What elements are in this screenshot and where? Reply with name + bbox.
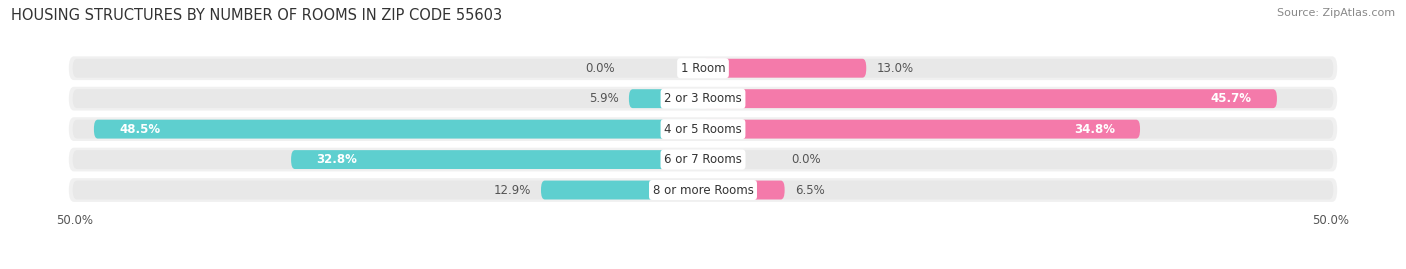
Text: 34.8%: 34.8% [1074,123,1115,136]
Text: 0.0%: 0.0% [585,62,614,75]
Text: 13.0%: 13.0% [876,62,914,75]
FancyBboxPatch shape [69,87,1337,111]
Text: 12.9%: 12.9% [494,183,531,197]
Text: 0.0%: 0.0% [792,153,821,166]
FancyBboxPatch shape [73,59,1333,78]
FancyBboxPatch shape [703,89,1277,108]
FancyBboxPatch shape [703,120,1140,139]
FancyBboxPatch shape [703,59,866,78]
FancyBboxPatch shape [291,150,703,169]
Text: 8 or more Rooms: 8 or more Rooms [652,183,754,197]
FancyBboxPatch shape [69,148,1337,171]
Text: 2 or 3 Rooms: 2 or 3 Rooms [664,92,742,105]
FancyBboxPatch shape [73,120,1333,139]
FancyBboxPatch shape [69,56,1337,80]
FancyBboxPatch shape [541,180,703,200]
Text: 6.5%: 6.5% [794,183,824,197]
FancyBboxPatch shape [628,89,703,108]
FancyBboxPatch shape [94,120,703,139]
Text: 1 Room: 1 Room [681,62,725,75]
Text: 32.8%: 32.8% [316,153,357,166]
Text: 4 or 5 Rooms: 4 or 5 Rooms [664,123,742,136]
FancyBboxPatch shape [69,178,1337,202]
FancyBboxPatch shape [73,89,1333,108]
FancyBboxPatch shape [69,117,1337,141]
Text: HOUSING STRUCTURES BY NUMBER OF ROOMS IN ZIP CODE 55603: HOUSING STRUCTURES BY NUMBER OF ROOMS IN… [11,8,502,23]
Text: Source: ZipAtlas.com: Source: ZipAtlas.com [1277,8,1395,18]
Text: 5.9%: 5.9% [589,92,619,105]
FancyBboxPatch shape [703,180,785,200]
FancyBboxPatch shape [73,150,1333,169]
Text: 45.7%: 45.7% [1211,92,1251,105]
FancyBboxPatch shape [73,180,1333,200]
Text: 6 or 7 Rooms: 6 or 7 Rooms [664,153,742,166]
Text: 48.5%: 48.5% [120,123,160,136]
